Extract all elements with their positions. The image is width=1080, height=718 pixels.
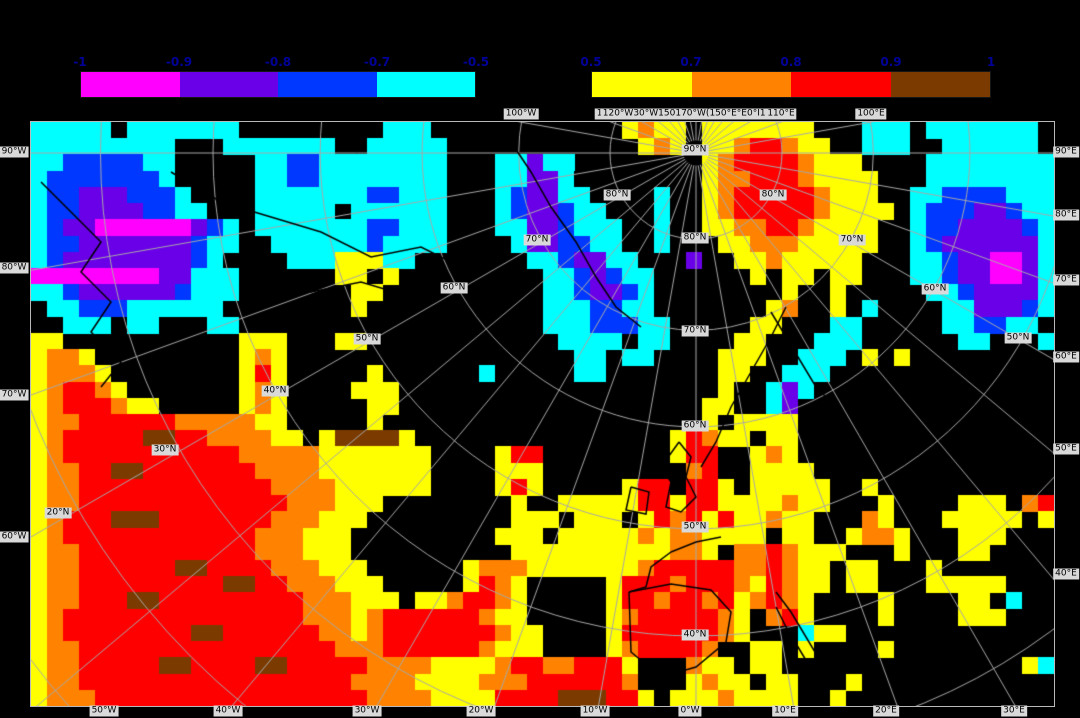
graticule-label: 90°N <box>681 144 709 156</box>
graticule-label: 40°N <box>681 629 709 641</box>
edge-label-right: 40°E <box>1053 568 1079 580</box>
edge-label-left: 70°W <box>0 389 29 401</box>
graticule-label: 70°N <box>523 234 551 246</box>
colorbar-tick: -0.5 <box>462 55 490 69</box>
graticule-label: 50°N <box>1004 332 1032 344</box>
colorbar-tick: -0.7 <box>363 55 391 69</box>
colorbar-tick: 0.7 <box>680 55 702 69</box>
colorbar-segment <box>278 72 377 97</box>
map-canvas <box>31 122 1054 706</box>
edge-label-top: 110°E <box>765 108 797 120</box>
colorbar-tick: -1 <box>73 55 87 69</box>
graticule-label: 60°N <box>681 420 709 432</box>
colorbar-tick: 0.9 <box>880 55 902 69</box>
edge-label-right: 80°E <box>1053 209 1079 221</box>
graticule-label: 60°N <box>440 282 468 294</box>
colorbar-positive-ticks: 0.5 0.7 0.8 0.9 1 <box>580 55 995 71</box>
colorbar-tick: 0.8 <box>780 55 802 69</box>
edge-label-bottom: 30°W <box>352 705 382 717</box>
graticule-label: 80°N <box>759 189 787 201</box>
map-frame <box>30 121 1055 707</box>
colorbar-segment <box>592 72 692 97</box>
edge-label-bottom: 50°W <box>89 705 119 717</box>
colorbar-positive: 0.5 0.7 0.8 0.9 1 <box>580 55 995 98</box>
edge-label-bottom: 20°W <box>466 705 496 717</box>
graticule-label: 50°N <box>681 521 709 533</box>
edge-label-right: 60°E <box>1053 351 1079 363</box>
edge-label-left: 60°W <box>0 531 29 543</box>
edge-label-top: 120°W30°W150170°W(150°E°E0°I120°E <box>600 108 790 120</box>
colorbar-segment <box>791 72 891 97</box>
colorbar-segment <box>890 72 990 97</box>
colorbar-segment <box>376 72 475 97</box>
graticule-label: 70°N <box>681 325 709 337</box>
edge-label-right: 90°E <box>1053 146 1079 158</box>
edge-label-bottom: 40°W <box>213 705 243 717</box>
edge-label-bottom: 10°E <box>772 705 798 717</box>
colorbar-segment <box>691 72 791 97</box>
edge-label-top: 100°E <box>855 108 887 120</box>
colorbar-negative-ticks: -1 -0.9 -0.8 -0.7 -0.5 <box>73 55 489 71</box>
colorbar-tick: 1 <box>986 55 996 69</box>
edge-label-bottom: 0°W <box>678 705 702 717</box>
edge-label-bottom: 10°W <box>580 705 610 717</box>
graticule-label: 40°N <box>261 385 289 397</box>
colorbar-tick: -0.8 <box>264 55 292 69</box>
edge-label-top: 100°W <box>503 108 539 120</box>
colorbar-negative-segments <box>80 71 476 98</box>
graticule-label: 80°N <box>681 232 709 244</box>
colorbar-tick: 0.5 <box>580 55 602 69</box>
graticule-label: 70°N <box>838 234 866 246</box>
colorbar-segment <box>179 72 278 97</box>
edge-label-left: 80°W <box>0 262 29 274</box>
edge-label-bottom: 20°E <box>873 705 899 717</box>
edge-label-bottom: 30°E <box>1001 705 1027 717</box>
colorbar-positive-segments <box>591 71 991 98</box>
colorbar-segment <box>81 72 180 97</box>
edge-label-right: 50°E <box>1053 443 1079 455</box>
graticule-label: 80°N <box>603 189 631 201</box>
edge-label-left: 90°W <box>0 146 29 158</box>
graticule-label: 60°N <box>921 283 949 295</box>
colorbar-negative: -1 -0.9 -0.8 -0.7 -0.5 <box>73 55 489 98</box>
graticule-label: 50°N <box>353 333 381 345</box>
colorbar-tick: -0.9 <box>165 55 193 69</box>
graticule-label: 20°N <box>44 507 72 519</box>
edge-label-right: 70°E <box>1053 274 1079 286</box>
graticule-label: 30°N <box>151 444 179 456</box>
